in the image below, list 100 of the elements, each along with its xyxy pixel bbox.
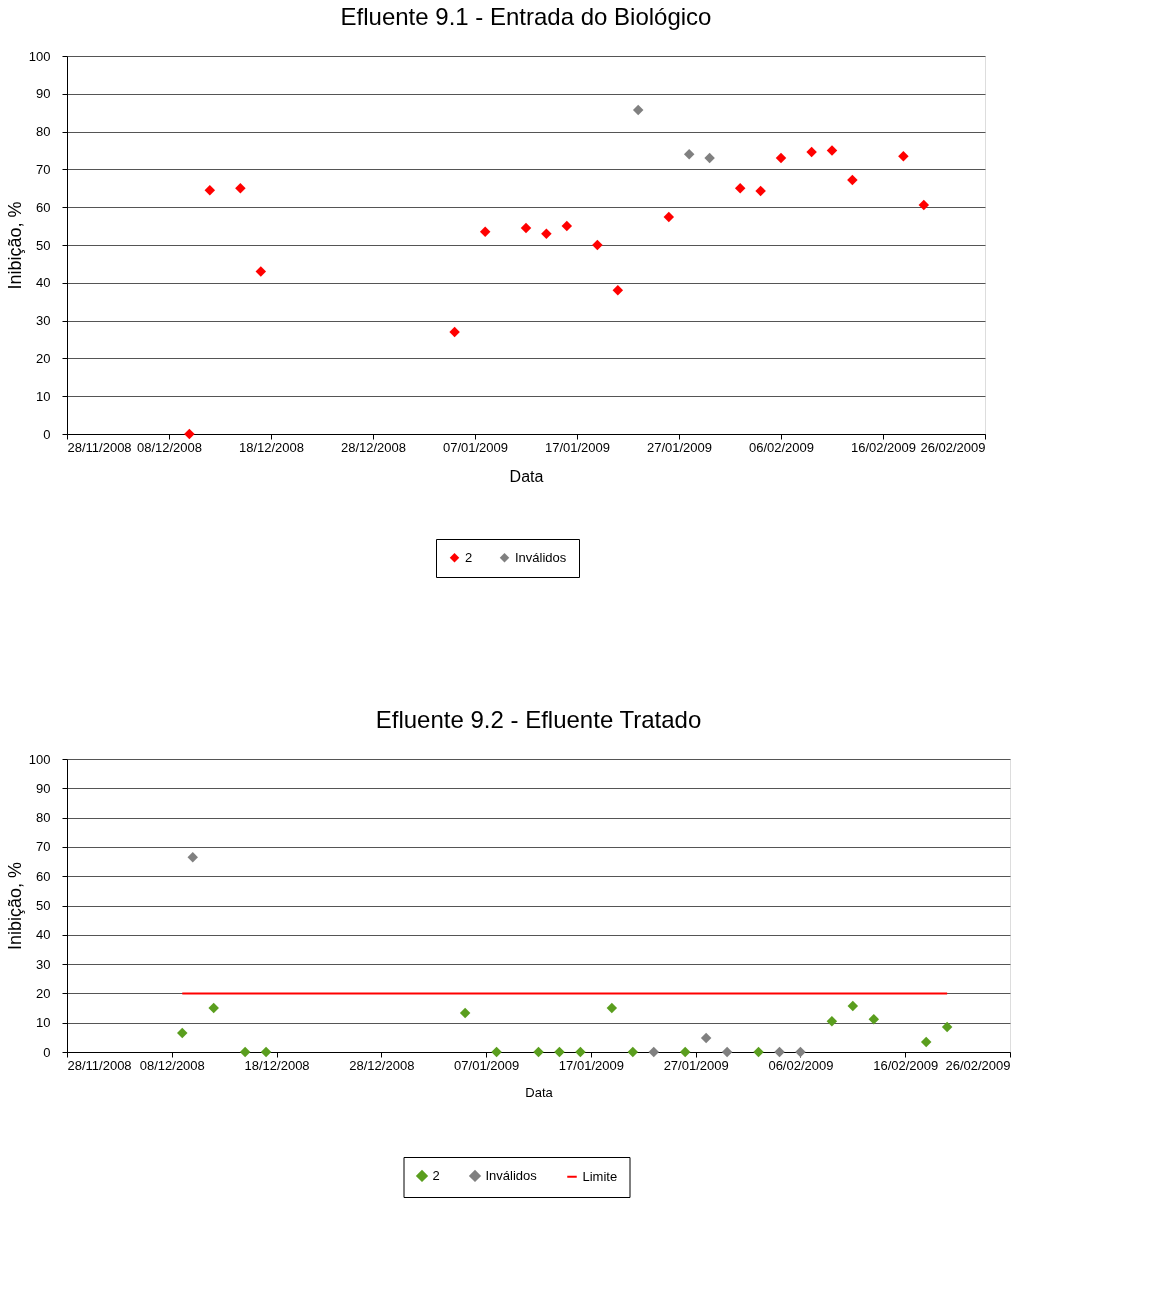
legend-label: Limite bbox=[582, 1168, 618, 1184]
y-tick-label: 70 bbox=[36, 839, 51, 855]
point bbox=[204, 184, 216, 196]
y-tick-label: 40 bbox=[36, 927, 51, 943]
y-tick-label: 20 bbox=[36, 350, 51, 366]
x-tick-label: 28/11/2008 bbox=[67, 439, 132, 455]
point bbox=[459, 1007, 471, 1019]
point bbox=[520, 222, 532, 234]
legend-label: 2 bbox=[465, 549, 473, 565]
point bbox=[648, 1046, 659, 1058]
point bbox=[663, 211, 675, 223]
y-axis-title: Inibição, % bbox=[4, 861, 25, 951]
legend-label: 2 bbox=[432, 1167, 440, 1183]
point bbox=[826, 145, 838, 156]
chart-title: Efluente 9.1 - Entrada do Biológico bbox=[340, 3, 712, 30]
y-tick-label: 30 bbox=[36, 956, 51, 972]
point bbox=[734, 183, 746, 194]
point bbox=[184, 428, 195, 440]
point bbox=[479, 226, 491, 238]
x-tick-label: 28/12/2008 bbox=[340, 439, 407, 455]
point bbox=[704, 152, 715, 164]
point bbox=[826, 1015, 838, 1027]
point bbox=[187, 851, 198, 863]
point bbox=[575, 1046, 586, 1058]
x-tick-label: 16/02/2009 bbox=[873, 1057, 939, 1073]
y-tick-label: 10 bbox=[36, 1015, 51, 1031]
point bbox=[847, 1000, 859, 1012]
x-tick-label: 28/11/2008 bbox=[67, 1057, 132, 1073]
x-tick-label: 26/02/2009 bbox=[920, 439, 986, 455]
point bbox=[177, 1027, 188, 1039]
legend-label: Inválidos bbox=[515, 549, 567, 565]
point bbox=[208, 1002, 219, 1014]
x-tick-label: 16/02/2009 bbox=[850, 439, 917, 455]
y-tick-label: 60 bbox=[36, 199, 51, 215]
x-tick-label: 17/01/2009 bbox=[558, 1057, 624, 1073]
point bbox=[606, 1002, 618, 1014]
point bbox=[700, 1032, 712, 1044]
x-tick-label: 18/12/2008 bbox=[244, 1057, 310, 1073]
x-tick-label: 08/12/2008 bbox=[139, 1057, 205, 1073]
point bbox=[847, 174, 858, 186]
y-tick-label: 90 bbox=[36, 86, 51, 102]
x-tick-label: 28/12/2008 bbox=[349, 1057, 415, 1073]
point bbox=[632, 104, 644, 116]
point bbox=[918, 199, 930, 211]
point bbox=[753, 1046, 764, 1058]
y-tick-label: 50 bbox=[36, 898, 51, 913]
y-tick-label: 0 bbox=[43, 426, 51, 442]
point bbox=[554, 1046, 565, 1058]
legend-label: Inválidos bbox=[485, 1167, 538, 1183]
y-tick-label: 40 bbox=[36, 275, 51, 291]
point bbox=[260, 1046, 272, 1058]
point bbox=[561, 220, 573, 232]
x-tick-label: 06/02/2009 bbox=[748, 439, 815, 455]
y-tick-label: 60 bbox=[36, 868, 51, 884]
y-tick-label: 100 bbox=[28, 48, 51, 64]
point bbox=[533, 1046, 544, 1058]
y-tick-label: 10 bbox=[36, 388, 51, 404]
point bbox=[868, 1013, 880, 1025]
y-tick-label: 0 bbox=[43, 1044, 51, 1060]
point bbox=[612, 285, 624, 296]
point bbox=[235, 183, 246, 194]
point bbox=[920, 1036, 932, 1048]
point bbox=[541, 228, 552, 239]
point bbox=[775, 152, 787, 164]
y-axis-title: Inibição, % bbox=[4, 201, 25, 290]
x-tick-label: 26/02/2009 bbox=[945, 1057, 1011, 1073]
x-tick-label: 06/02/2009 bbox=[768, 1057, 834, 1073]
point bbox=[755, 185, 766, 197]
point bbox=[491, 1046, 502, 1058]
point bbox=[941, 1021, 953, 1033]
x-tick-label: 17/01/2009 bbox=[544, 439, 611, 455]
y-tick-label: 50 bbox=[36, 237, 51, 253]
point bbox=[898, 150, 909, 162]
x-tick-label: 27/01/2009 bbox=[646, 439, 713, 455]
point bbox=[627, 1046, 639, 1058]
point bbox=[592, 239, 603, 251]
point bbox=[806, 146, 817, 158]
chart-title: Efluente 9.2 - Efluente Tratado bbox=[375, 706, 702, 733]
point bbox=[255, 266, 267, 277]
x-axis-title: Data bbox=[509, 467, 544, 485]
y-tick-label: 90 bbox=[36, 780, 51, 796]
point bbox=[721, 1046, 733, 1058]
point bbox=[239, 1046, 251, 1058]
point bbox=[449, 326, 460, 338]
x-tick-label: 27/01/2009 bbox=[663, 1057, 729, 1073]
point bbox=[683, 149, 695, 160]
x-axis-title: Data bbox=[525, 1084, 554, 1100]
x-tick-label: 18/12/2008 bbox=[238, 439, 305, 455]
y-tick-label: 80 bbox=[36, 810, 51, 826]
x-tick-label: 08/12/2008 bbox=[136, 439, 203, 455]
y-tick-label: 100 bbox=[28, 751, 51, 767]
x-tick-label: 07/01/2009 bbox=[454, 1057, 520, 1073]
point bbox=[795, 1046, 806, 1058]
y-tick-label: 70 bbox=[36, 161, 51, 177]
x-tick-label: 07/01/2009 bbox=[442, 439, 509, 455]
point bbox=[774, 1046, 785, 1058]
y-tick-label: 30 bbox=[36, 313, 51, 329]
y-tick-label: 20 bbox=[36, 985, 51, 1001]
point bbox=[679, 1046, 691, 1058]
y-tick-label: 80 bbox=[36, 124, 51, 140]
